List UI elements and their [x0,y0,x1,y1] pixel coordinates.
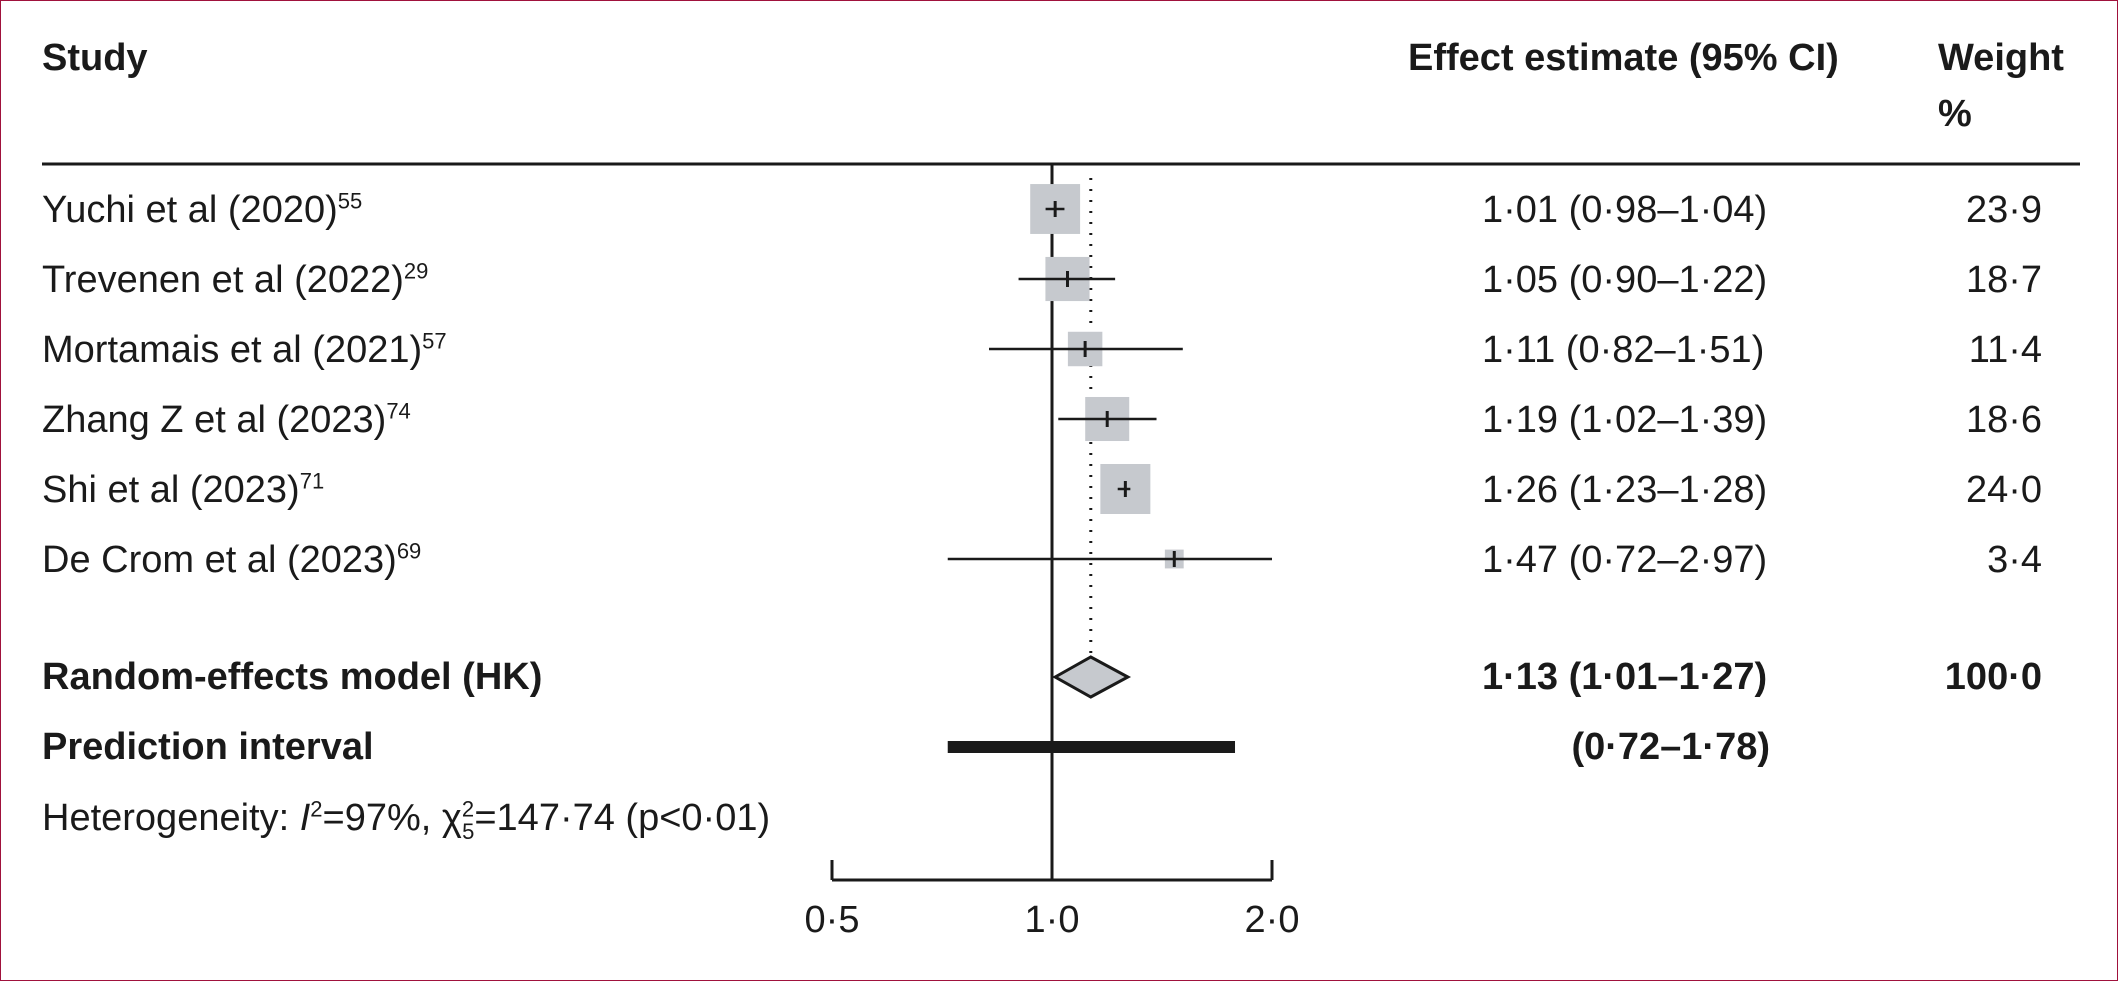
weight-value: 23·9 [1965,189,2042,231]
study-label: Trevenen et al (2022)29 [42,258,429,301]
study-label: Mortamais et al (2021)57 [42,328,447,371]
header-weight-unit: % [1938,93,1972,135]
study-label: Zhang Z et al (2023)74 [42,398,411,441]
weight-value: 18·6 [1965,399,2042,441]
weight-value: 24·0 [1965,469,2042,511]
x-axis-tick-label: 1·0 [1025,899,1080,941]
x-axis-tick-label: 0·5 [805,899,860,941]
heterogeneity-stats: Heterogeneity: I2=97%, χ25=147·74 (p<0·0… [42,796,771,844]
study-label: Shi et al (2023)71 [42,468,325,511]
study-label: Yuchi et al (2020)55 [42,188,363,231]
effect-estimate: 1·47 (0·72–2·97) [1482,539,1768,581]
weight-value: 3·4 [1987,539,2042,581]
pooled-weight: 100·0 [1944,656,2042,698]
weight-value: 18·7 [1965,259,2042,301]
effect-estimate: 1·05 (0·90–1·22) [1482,259,1768,301]
prediction-interval-text: (0·72–1·78) [1571,726,1770,768]
pooled-label: Random-effects model (HK) [42,656,543,698]
effect-estimate: 1·26 (1·23–1·28) [1482,469,1768,511]
header-effect: Effect estimate (95% CI) [1408,37,1839,79]
weight-value: 11·4 [1968,329,2042,371]
prediction-interval-bar [947,741,1236,753]
prediction-label: Prediction interval [42,726,374,768]
effect-estimate: 1·11 (0·82–1·51) [1482,329,1765,371]
pooled-estimate: 1·13 (1·01–1·27) [1482,656,1768,698]
header-study: Study [42,37,148,79]
effect-estimate: 1·01 (0·98–1·04) [1482,189,1768,231]
effect-estimate: 1·19 (1·02–1·39) [1482,399,1768,441]
pooled-diamond [1052,655,1132,699]
header-weight: Weight [1938,37,2064,79]
x-axis-tick-label: 2·0 [1245,899,1300,941]
study-label: De Crom et al (2023)69 [42,538,422,581]
